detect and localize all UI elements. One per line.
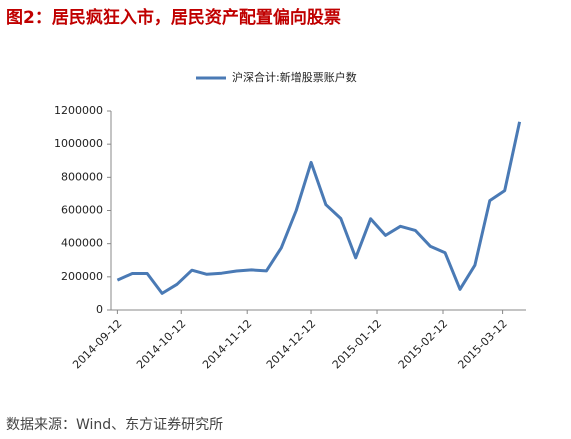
y-tick-label: 200000 [61,270,103,283]
y-tick-label: 1200000 [54,104,103,117]
y-tick-label: 1000000 [54,137,103,150]
y-tick-label: 0 [96,303,103,316]
x-tick-label: 2014-12-12 [264,317,318,371]
x-tick-label: 2014-10-12 [134,317,188,371]
source-note: 数据来源：Wind、东方证券研究所 [6,417,223,433]
chart-title: 图2：居民疯狂入市，居民资产配置偏向股票 [6,7,341,28]
x-tick-label: 2015-02-12 [396,317,450,371]
legend-label: 沪深合计:新增股票账户数 [232,70,357,84]
data-line [116,121,522,295]
y-tick-label: 400000 [61,237,103,250]
x-tick-label: 2014-09-12 [70,317,124,371]
x-tick-label: 2014-11-12 [200,317,254,371]
y-tick-label: 600000 [61,204,103,217]
x-tick-label: 2015-01-12 [330,317,384,371]
x-tick-label: 2015-03-12 [455,317,509,371]
y-tick-label: 800000 [61,170,103,183]
